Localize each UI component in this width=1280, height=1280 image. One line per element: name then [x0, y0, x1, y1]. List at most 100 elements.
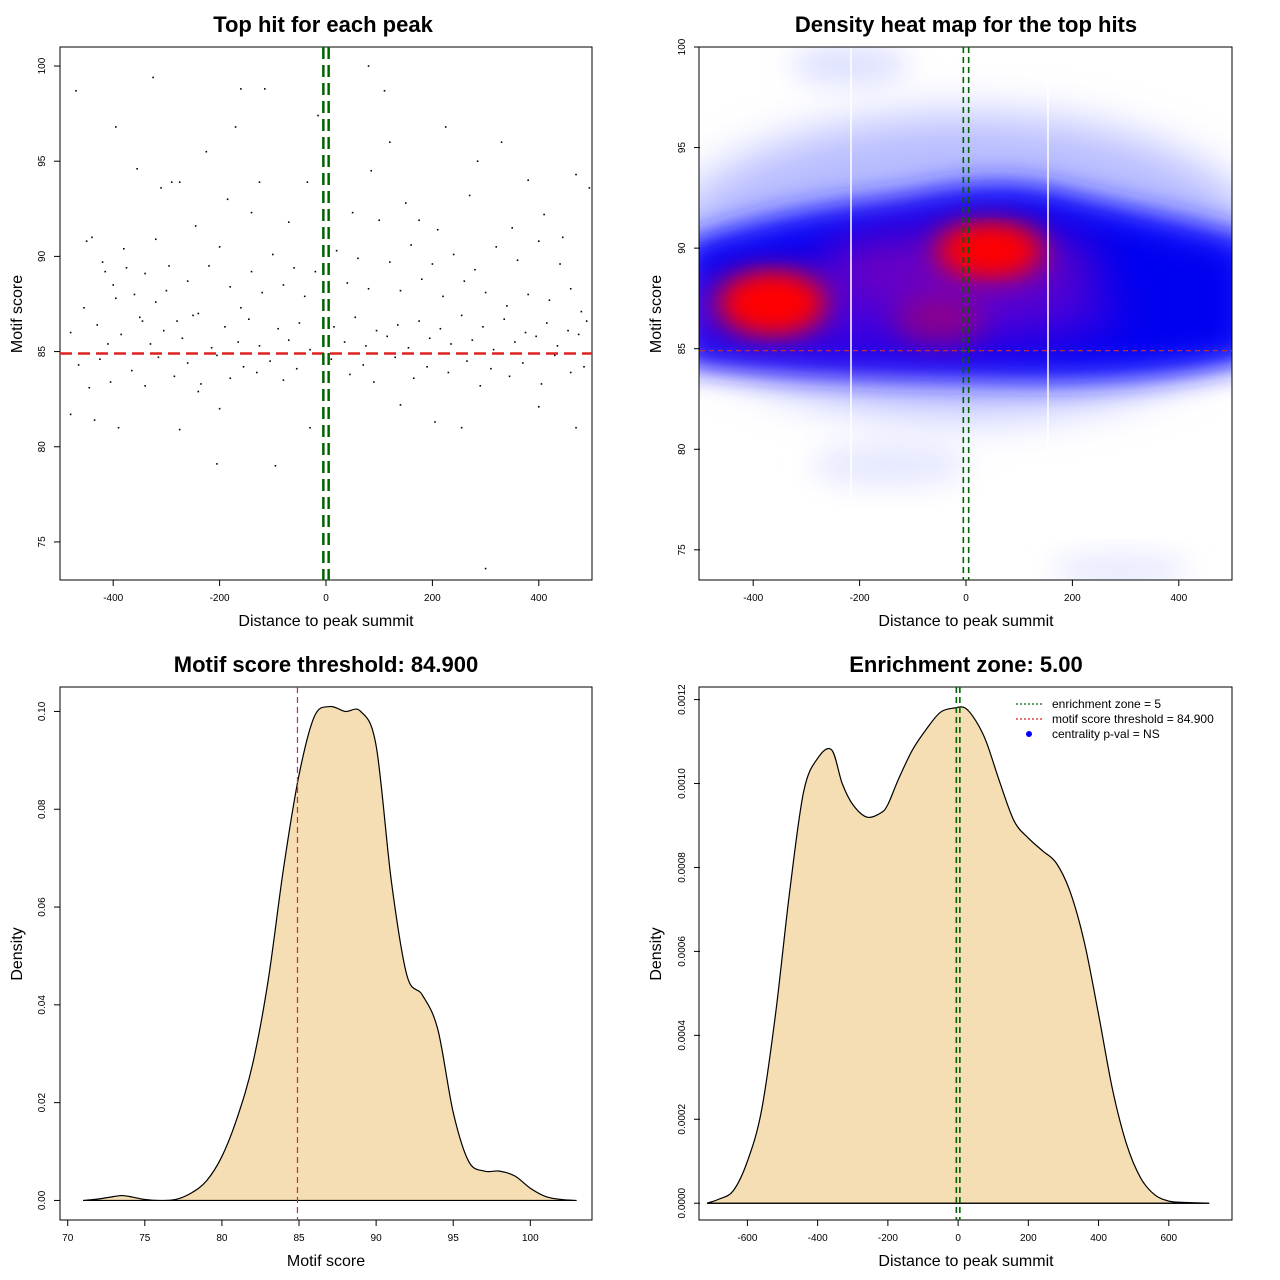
x-tick-label: 85 [293, 1233, 305, 1244]
x-tick-label: -200 [850, 593, 870, 604]
data-point [373, 381, 375, 383]
data-point [495, 246, 498, 248]
x-axis-label: Motif score [287, 1253, 365, 1270]
data-point [490, 367, 492, 370]
density-curve [706, 706, 1210, 1204]
data-point [503, 318, 506, 321]
data-point [484, 567, 487, 570]
data-point [149, 343, 152, 345]
data-point [303, 295, 306, 298]
data-point [452, 253, 455, 256]
data-point [460, 314, 463, 317]
y-tick-label: 90 [37, 250, 48, 262]
data-point [543, 213, 545, 216]
y-tick-label: 100 [677, 38, 688, 55]
data-point [527, 293, 529, 296]
y-tick-label: 0.0004 [677, 1020, 688, 1051]
data-point [160, 187, 162, 189]
y-axis-label: Motif score [9, 275, 26, 353]
y-tick-label: 95 [677, 142, 688, 154]
data-point [77, 364, 80, 366]
data-point [306, 181, 309, 183]
plot-frame [59, 686, 593, 1221]
data-point [123, 247, 125, 250]
data-point [561, 236, 564, 239]
data-point [248, 318, 250, 321]
y-axis-label: Motif score [648, 275, 665, 353]
y-tick-label: 75 [677, 544, 688, 556]
data-point [101, 261, 104, 263]
data-point [463, 280, 466, 282]
x-tick-label: 200 [1064, 593, 1081, 604]
data-point [567, 329, 569, 332]
data-point [139, 316, 141, 319]
data-point [484, 291, 487, 294]
data-point [170, 181, 173, 183]
data-point [309, 348, 311, 351]
data-point [569, 287, 572, 290]
data-point [85, 240, 88, 242]
data-point [351, 211, 354, 214]
data-point [88, 386, 91, 389]
data-point [370, 169, 373, 172]
data-point [205, 150, 208, 153]
data-point [186, 280, 189, 282]
data-point [120, 333, 122, 336]
y-tick-label: 0.0012 [677, 684, 688, 715]
x-tick-label: 0 [963, 593, 969, 604]
legend-pval-marker [1026, 731, 1032, 737]
data-point [436, 228, 439, 231]
y-tick-label: 0.0010 [677, 768, 688, 799]
y-tick-label: 90 [677, 242, 688, 254]
data-point [295, 367, 298, 370]
y-tick-label: 95 [37, 155, 48, 167]
data-point [412, 377, 415, 380]
y-tick-label: 75 [37, 536, 48, 548]
data-point [154, 301, 157, 303]
x-tick-label: 200 [1020, 1233, 1037, 1244]
data-point [287, 221, 290, 223]
data-point [181, 337, 184, 340]
data-point [524, 331, 527, 334]
data-point [192, 314, 194, 317]
x-tick-label: -400 [103, 593, 123, 604]
data-point [535, 335, 537, 338]
data-point [394, 356, 396, 359]
heatmap-chart: Density heat map for the top hits [648, 12, 1233, 630]
data-point [428, 337, 431, 340]
data-point [317, 114, 319, 117]
data-point [553, 354, 556, 357]
data-point [538, 240, 540, 242]
data-point [258, 181, 261, 183]
data-point [442, 295, 444, 298]
data-point [575, 173, 577, 176]
y-tick-label: 0.0008 [677, 852, 688, 883]
data-point [479, 385, 482, 387]
data-point [264, 88, 266, 90]
panel-score-density: Motif score threshold: 84.900 70 75 80 85 90… [0, 640, 640, 1280]
data-point [492, 348, 495, 351]
data-point [314, 270, 317, 273]
plot-frame [698, 686, 1233, 1221]
data-point [197, 390, 200, 393]
data-point [476, 160, 479, 163]
data-point [447, 371, 450, 374]
data-point [258, 345, 261, 347]
data-point [287, 339, 290, 341]
data-point [569, 371, 572, 374]
y-tick-label: 0.06 [37, 897, 48, 917]
y-tick-label: 80 [677, 443, 688, 455]
data-point [229, 286, 232, 288]
x-tick-label: 0 [323, 593, 329, 604]
data-point [506, 305, 508, 307]
data-point [293, 267, 295, 269]
y-tick-label: 85 [37, 346, 48, 358]
data-point [237, 341, 240, 343]
x-tick-label: 400 [1170, 593, 1187, 604]
chart-title: Top hit for each peak [213, 12, 433, 37]
x-tick-label: -400 [808, 1233, 828, 1244]
x-tick-label: -600 [737, 1233, 757, 1244]
data-point [511, 227, 513, 229]
data-point [242, 366, 245, 368]
chart-title: Motif score threshold: 84.900 [174, 652, 478, 677]
